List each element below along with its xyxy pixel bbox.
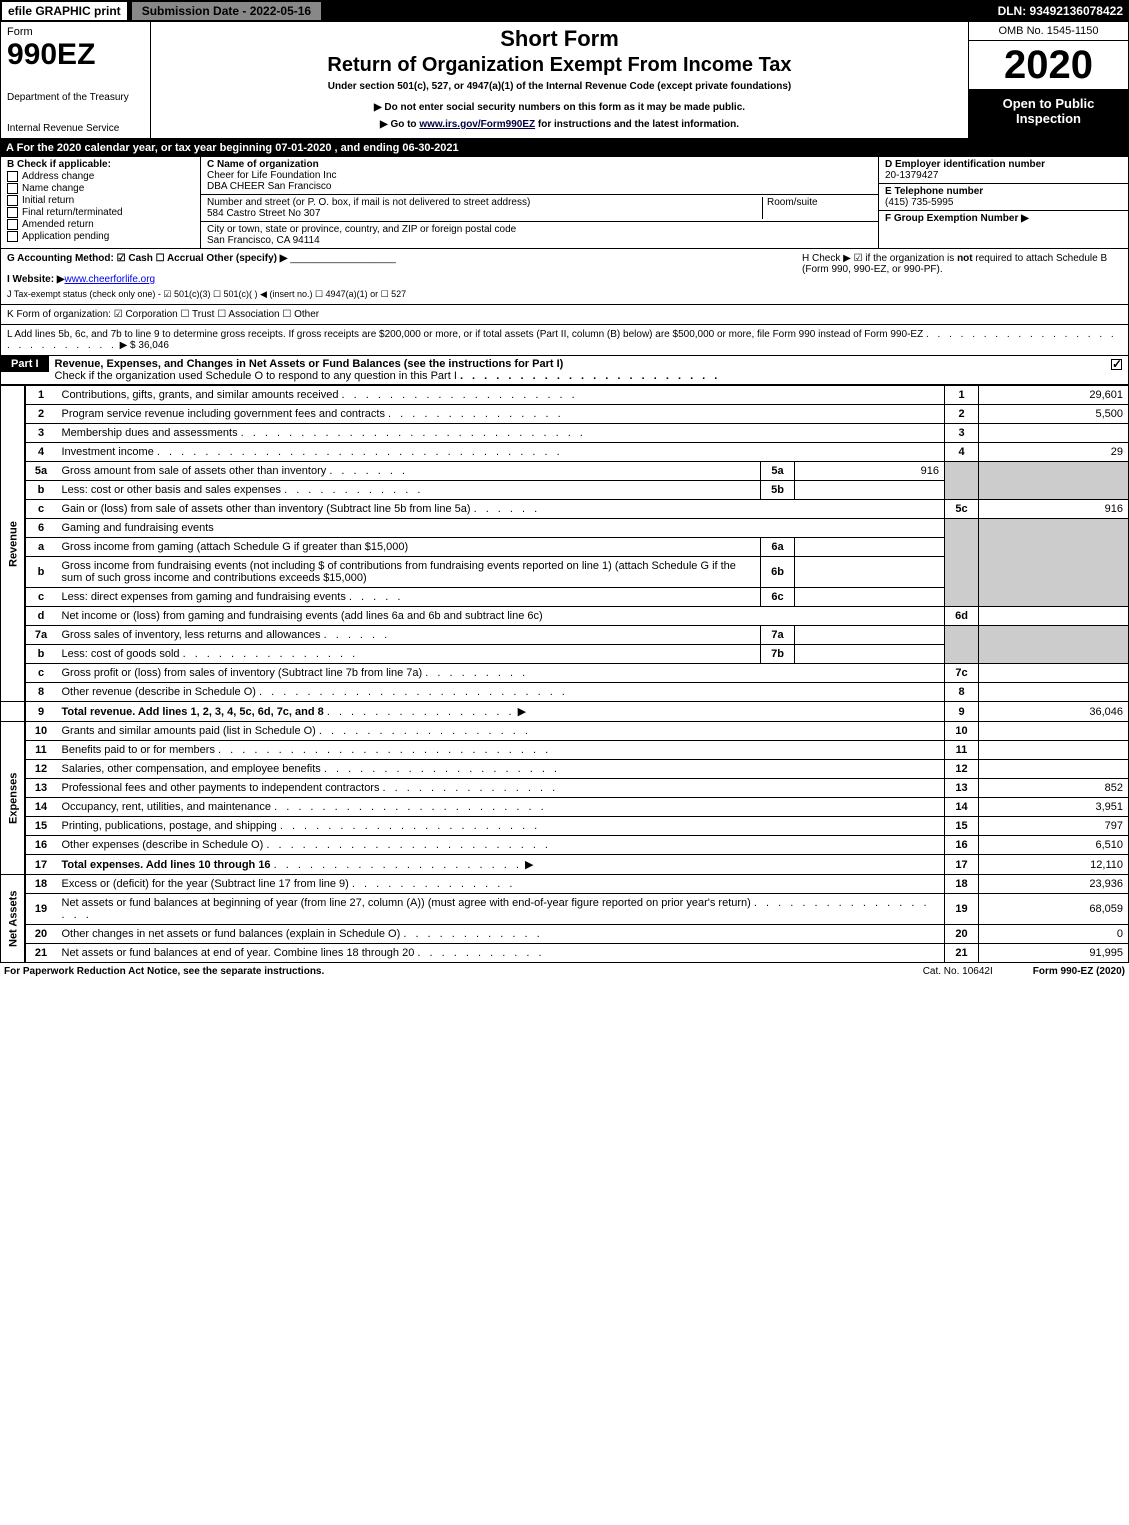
form-title: Return of Organization Exempt From Incom… <box>157 54 962 77</box>
part-i-header: Part I Revenue, Expenses, and Changes in… <box>0 356 1129 385</box>
period-strip: A For the 2020 calendar year, or tax yea… <box>0 139 1129 157</box>
val-7b <box>795 645 945 664</box>
ein: 20-1379427 <box>885 170 938 181</box>
city-label: City or town, state or province, country… <box>207 224 516 235</box>
part-i-checkbox[interactable] <box>1111 359 1122 370</box>
tax-year: 2020 <box>969 41 1128 90</box>
line-j: J Tax-exempt status (check only one) - ☑… <box>7 289 802 300</box>
val-9: 36,046 <box>979 702 1129 722</box>
city: San Francisco, CA 94114 <box>207 235 320 246</box>
val-18: 23,936 <box>979 875 1129 894</box>
dept-treasury: Department of the Treasury <box>7 92 144 103</box>
chk-address-change[interactable]: Address change <box>7 171 194 182</box>
form-subtitle: Under section 501(c), 527, or 4947(a)(1)… <box>157 81 962 92</box>
val-12 <box>979 760 1129 779</box>
chk-final-return[interactable]: Final return/terminated <box>7 207 194 218</box>
open-inspection: Open to Public Inspection <box>969 90 1128 138</box>
line-l-value: ▶ $ 36,046 <box>120 340 169 351</box>
val-11 <box>979 741 1129 760</box>
section-b: B Check if applicable: Address change Na… <box>1 157 201 248</box>
vside-revenue: Revenue <box>1 386 25 702</box>
val-5b <box>795 481 945 500</box>
val-10 <box>979 722 1129 741</box>
form-number: 990EZ <box>7 38 144 72</box>
phone: (415) 735-5995 <box>885 197 953 208</box>
val-5a: 916 <box>795 462 945 481</box>
note2-post: for instructions and the latest informat… <box>535 119 739 130</box>
irs-link[interactable]: www.irs.gov/Form990EZ <box>419 119 535 130</box>
val-14: 3,951 <box>979 798 1129 817</box>
submission-date: Submission Date - 2022-05-16 <box>131 1 322 21</box>
note2-pre: ▶ Go to <box>380 119 419 130</box>
form-header: Form 990EZ Department of the Treasury In… <box>0 22 1129 139</box>
val-5c: 916 <box>979 500 1129 519</box>
val-17: 12,110 <box>979 855 1129 875</box>
val-16: 6,510 <box>979 836 1129 855</box>
gh-row: G Accounting Method: ☑ Cash ☐ Accrual Ot… <box>0 249 1129 305</box>
val-13: 852 <box>979 779 1129 798</box>
chk-initial-return[interactable]: Initial return <box>7 195 194 206</box>
instructions-line: ▶ Go to www.irs.gov/Form990EZ for instru… <box>157 119 962 130</box>
cat-no: Cat. No. 10642I <box>923 966 993 977</box>
footer: For Paperwork Reduction Act Notice, see … <box>0 963 1129 980</box>
val-6c <box>795 588 945 607</box>
lines-table: Revenue 1 Contributions, gifts, grants, … <box>0 385 1129 963</box>
top-bar: efile GRAPHIC print Submission Date - 20… <box>0 0 1129 22</box>
section-e-label: E Telephone number <box>885 186 983 197</box>
val-15: 797 <box>979 817 1129 836</box>
efile-label[interactable]: efile GRAPHIC print <box>2 2 127 20</box>
val-8 <box>979 683 1129 702</box>
section-b-label: B Check if applicable: <box>7 159 194 170</box>
line-i-label: I Website: ▶ <box>7 274 65 285</box>
val-6b <box>795 557 945 588</box>
section-d-label: D Employer identification number <box>885 159 1045 170</box>
val-6a <box>795 538 945 557</box>
chk-name-change[interactable]: Name change <box>7 183 194 194</box>
val-4: 29 <box>979 443 1129 462</box>
header-left: Form 990EZ Department of the Treasury In… <box>1 22 151 138</box>
line-h: H Check ▶ ☑ if the organization is not r… <box>802 253 1122 300</box>
addr-label: Number and street (or P. O. box, if mail… <box>207 197 530 208</box>
line-g: G Accounting Method: ☑ Cash ☐ Accrual Ot… <box>7 253 802 264</box>
form-ref: Form 990-EZ (2020) <box>1033 966 1125 977</box>
org-name: Cheer for Life Foundation Inc <box>207 170 337 181</box>
header-center: Short Form Return of Organization Exempt… <box>151 22 968 138</box>
addr: 584 Castro Street No 307 <box>207 208 320 219</box>
vside-net-assets: Net Assets <box>1 875 25 963</box>
val-7a <box>795 626 945 645</box>
part-i-label: Part I <box>1 356 49 372</box>
section-c-label: C Name of organization <box>207 159 319 170</box>
header-right: OMB No. 1545-1150 2020 Open to Public In… <box>968 22 1128 138</box>
ssn-warning: ▶ Do not enter social security numbers o… <box>157 102 962 113</box>
val-3 <box>979 424 1129 443</box>
chk-application-pending[interactable]: Application pending <box>7 231 194 242</box>
section-c: C Name of organization Cheer for Life Fo… <box>201 157 878 248</box>
short-form-title: Short Form <box>157 26 962 52</box>
omb-number: OMB No. 1545-1150 <box>969 22 1128 41</box>
vside-expenses: Expenses <box>1 722 25 875</box>
section-f-label: F Group Exemption Number ▶ <box>885 213 1029 224</box>
part-i-title: Revenue, Expenses, and Changes in Net As… <box>55 358 564 370</box>
website-link[interactable]: www.cheerforlife.org <box>65 274 156 285</box>
val-1: 29,601 <box>979 386 1129 405</box>
val-20: 0 <box>979 925 1129 944</box>
identity-section: B Check if applicable: Address change Na… <box>0 157 1129 249</box>
val-7c <box>979 664 1129 683</box>
val-2: 5,500 <box>979 405 1129 424</box>
org-dba: DBA CHEER San Francisco <box>207 181 332 192</box>
part-i-sub: Check if the organization used Schedule … <box>55 370 457 382</box>
form-word: Form <box>7 26 144 38</box>
dln: DLN: 93492136078422 <box>998 4 1129 18</box>
paperwork-notice: For Paperwork Reduction Act Notice, see … <box>4 966 324 977</box>
period-text: For the 2020 calendar year, or tax year … <box>17 142 459 154</box>
line-l: L Add lines 5b, 6c, and 7b to line 9 to … <box>0 325 1129 356</box>
irs-label: Internal Revenue Service <box>7 123 144 134</box>
line-k: K Form of organization: ☑ Corporation ☐ … <box>0 305 1129 325</box>
section-d-e-f: D Employer identification number 20-1379… <box>878 157 1128 248</box>
val-21: 91,995 <box>979 944 1129 963</box>
val-6d <box>979 607 1129 626</box>
val-19: 68,059 <box>979 894 1129 925</box>
room-label: Room/suite <box>767 197 818 208</box>
chk-amended-return[interactable]: Amended return <box>7 219 194 230</box>
